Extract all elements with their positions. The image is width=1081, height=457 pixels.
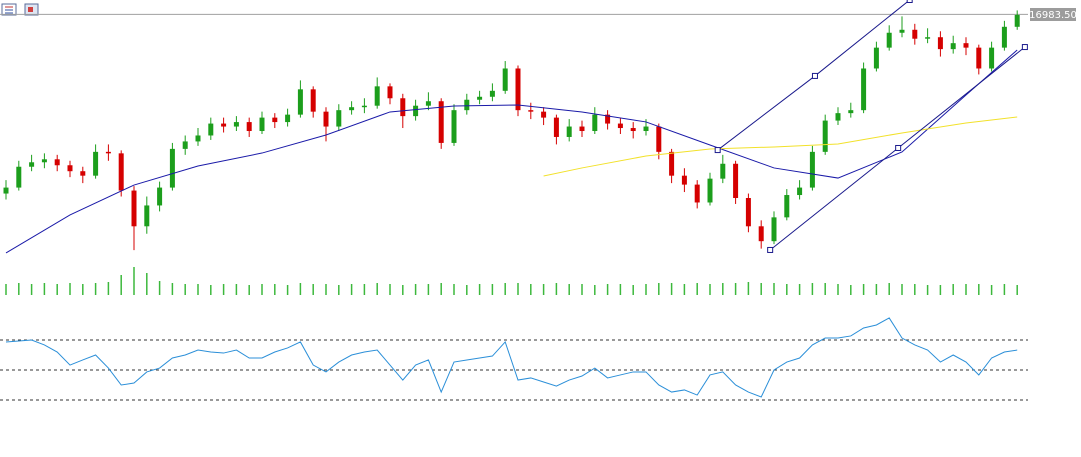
candle-body	[323, 111, 329, 127]
candle-body	[297, 89, 303, 115]
candle-body	[285, 114, 291, 123]
rsi-line	[5, 317, 1018, 398]
candle-body	[105, 151, 111, 154]
candle-body	[400, 98, 406, 117]
candle-body	[912, 29, 918, 39]
candle-body	[515, 68, 521, 111]
candle-body	[605, 114, 611, 124]
candle-body	[118, 153, 124, 191]
candle-body	[861, 68, 867, 111]
candle-body	[208, 123, 214, 136]
trendline-handle	[1021, 44, 1028, 51]
candle-body	[438, 101, 444, 143]
candle-body	[643, 126, 649, 132]
candle-body	[694, 184, 700, 203]
candle-body	[157, 187, 163, 206]
candle-body	[182, 141, 188, 149]
candle-body	[349, 107, 355, 111]
candle-body	[144, 205, 150, 227]
trendline-handle	[906, 0, 913, 3]
candle-body	[93, 151, 99, 176]
candle-body	[899, 29, 905, 33]
candle-body	[925, 37, 931, 39]
candle-body	[413, 105, 419, 117]
candle-body	[848, 110, 854, 114]
candle-body	[528, 110, 534, 112]
moving-average	[5, 49, 1018, 254]
candle-body	[259, 117, 265, 132]
candle-body	[233, 122, 239, 127]
candle-body	[797, 187, 803, 196]
candle-body	[169, 148, 175, 188]
moving-average	[543, 116, 1018, 177]
candle-body	[41, 159, 47, 163]
icon-mark	[28, 7, 33, 12]
candle-body	[669, 151, 675, 176]
candle-body	[80, 171, 86, 176]
candle-body	[822, 120, 828, 152]
candle-body	[29, 162, 35, 167]
candle-body	[681, 175, 687, 185]
candle-body	[720, 163, 726, 179]
candle-body	[54, 159, 60, 166]
candle-body	[873, 47, 879, 69]
candle-body	[835, 113, 841, 121]
candle-body	[630, 128, 636, 132]
candle-body	[963, 43, 969, 48]
candle-body	[745, 198, 751, 227]
trendline-handle	[895, 144, 902, 151]
candle-body	[617, 123, 623, 129]
candle-body	[310, 89, 316, 112]
candle-body	[336, 110, 342, 127]
candle-body	[221, 123, 227, 127]
candle-body	[937, 37, 943, 50]
candle-body	[541, 111, 547, 118]
candle-body	[16, 166, 22, 188]
candle-body	[809, 151, 815, 188]
candle-body	[553, 117, 559, 137]
candle-body	[67, 165, 73, 172]
candle-body	[374, 86, 380, 106]
last-price-label: 16983.50	[1029, 10, 1077, 21]
candle-body	[592, 114, 598, 132]
trendline-handle	[714, 147, 721, 154]
candle-body	[989, 47, 995, 69]
candle-body	[3, 187, 9, 194]
candle-body	[477, 96, 483, 100]
trendline-handle	[767, 246, 774, 253]
candle-body	[784, 195, 790, 218]
candle-body	[579, 126, 585, 132]
candle-body	[976, 47, 982, 69]
price-label-box	[1030, 8, 1076, 21]
candle-body	[950, 43, 956, 50]
candle-body	[771, 217, 777, 242]
candle-body	[1001, 26, 1007, 48]
candle-body	[464, 99, 470, 111]
candle-body	[566, 126, 572, 137]
candle-body	[387, 86, 393, 99]
candle-body	[131, 190, 137, 227]
candle-body	[886, 32, 892, 48]
candle-body	[425, 101, 431, 106]
candle-body	[707, 178, 713, 203]
candle-body	[272, 117, 278, 123]
candle-body	[758, 226, 764, 242]
candle-body	[502, 68, 508, 91]
candle-body	[195, 135, 201, 142]
candle-body	[246, 122, 252, 132]
candle-body	[656, 126, 662, 152]
toolbar-icons[interactable]	[1, 3, 39, 16]
trendline-handle	[811, 72, 818, 79]
candle-body	[1014, 14, 1020, 27]
candle-body	[361, 105, 367, 108]
candle-body	[451, 110, 457, 143]
candle-body	[733, 163, 739, 199]
candle-body	[489, 90, 495, 97]
